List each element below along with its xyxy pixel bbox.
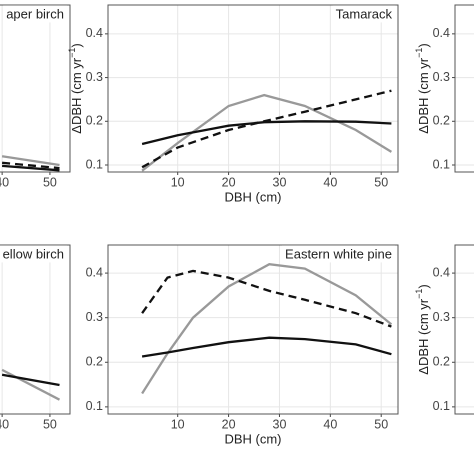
y-tick-label: 0.1 [433, 399, 450, 413]
x-tick-label: 40 [0, 417, 9, 431]
y-axis-label-part: ) [416, 284, 431, 288]
y-axis-label-part: −1 [67, 48, 77, 58]
panel: 0.1 0.2 0.3 0.4 10 20 30 40 50 Tamarack DBH (cm) ΔD… [67, 4, 399, 204]
y-tick-label: 0.2 [86, 355, 103, 369]
panel: 40 50 ellow birch [0, 244, 71, 431]
plot-frame [454, 244, 474, 415]
y-axis-label-part: ΔDBH (cm yr [416, 57, 431, 134]
y-axis-label-part: −1 [414, 48, 424, 58]
x-tick-label: 40 [323, 175, 337, 189]
y-tick-label: 0.3 [433, 310, 450, 324]
x-tick-label: 20 [222, 175, 236, 189]
plot-background [455, 5, 474, 172]
data-line [1, 155, 60, 167]
data-line [1, 373, 60, 387]
y-axis-label-part: ΔDBH (cm yr [416, 298, 431, 375]
y-tick-label: 0.3 [86, 70, 103, 84]
y-tick-label: 0.3 [433, 70, 450, 84]
y-tick-label: 0.1 [433, 157, 450, 171]
y-tick-label: 0.2 [433, 355, 450, 369]
plot-background [455, 245, 474, 414]
panel: 0.1 0.2 0.3 0.4 10 20 30 40 50 Eastern white pine… [86, 244, 399, 446]
x-tick-label: 40 [323, 417, 337, 431]
x-tick-label: 50 [374, 417, 388, 431]
plot-background [0, 245, 70, 414]
y-tick-label: 0.2 [433, 114, 450, 128]
y-axis-label-part: ) [416, 43, 431, 47]
data-line [141, 336, 392, 358]
panel-title: ellow birch [3, 246, 64, 261]
panel: 40 50 aper birch [0, 4, 71, 189]
y-tick-label: 0.4 [433, 26, 450, 40]
y-axis-label-part: ΔDBH (cm yr [69, 57, 84, 134]
plot-background [108, 245, 398, 414]
y-tick-label: 0.1 [86, 157, 103, 171]
title-background [332, 5, 396, 23]
y-tick-label: 0.4 [433, 265, 450, 279]
data-line [141, 263, 393, 395]
plot-frame [0, 4, 71, 173]
plot-frame [0, 244, 71, 415]
y-tick-label: 0.1 [86, 399, 103, 413]
plot-frame [454, 4, 474, 173]
data-line [141, 120, 392, 146]
data-line [141, 93, 393, 172]
y-axis-label-part: ) [69, 43, 84, 47]
x-tick-label: 50 [43, 175, 57, 189]
x-tick-label: 40 [0, 175, 9, 189]
x-tick-label: 10 [171, 175, 185, 189]
plot-background [108, 5, 398, 172]
panel-title: Eastern white pine [285, 246, 392, 261]
plot-frame [107, 244, 399, 415]
x-axis-label: DBH (cm) [224, 431, 281, 446]
x-tick-label: 50 [43, 417, 57, 431]
x-tick-label: 30 [273, 175, 287, 189]
y-axis-label: ΔDBH (cm yr−1) [67, 43, 84, 133]
title-background [282, 245, 395, 263]
x-axis-label: DBH (cm) [224, 189, 281, 204]
y-tick-label: 0.3 [86, 310, 103, 324]
data-line [1, 368, 61, 401]
title-background [0, 245, 67, 263]
data-line [2, 164, 60, 172]
panel-title: aper birch [6, 6, 64, 21]
x-tick-label: 50 [374, 175, 388, 189]
y-tick-label: 0.4 [86, 26, 103, 40]
y-tick-label: 0.2 [86, 114, 103, 128]
plot-background [0, 5, 70, 172]
data-line [1, 161, 60, 170]
x-tick-label: 20 [222, 417, 236, 431]
x-tick-label: 10 [171, 417, 185, 431]
y-axis-label: ΔDBH (cm yr−1) [414, 284, 431, 374]
y-axis-label: ΔDBH (cm yr−1) [414, 43, 431, 133]
title-background [3, 5, 67, 23]
plot-frame [107, 4, 399, 173]
y-tick-label: 0.4 [86, 265, 103, 279]
x-tick-label: 30 [273, 417, 287, 431]
panel-title: Tamarack [336, 6, 393, 21]
y-axis-label-part: −1 [414, 289, 424, 299]
